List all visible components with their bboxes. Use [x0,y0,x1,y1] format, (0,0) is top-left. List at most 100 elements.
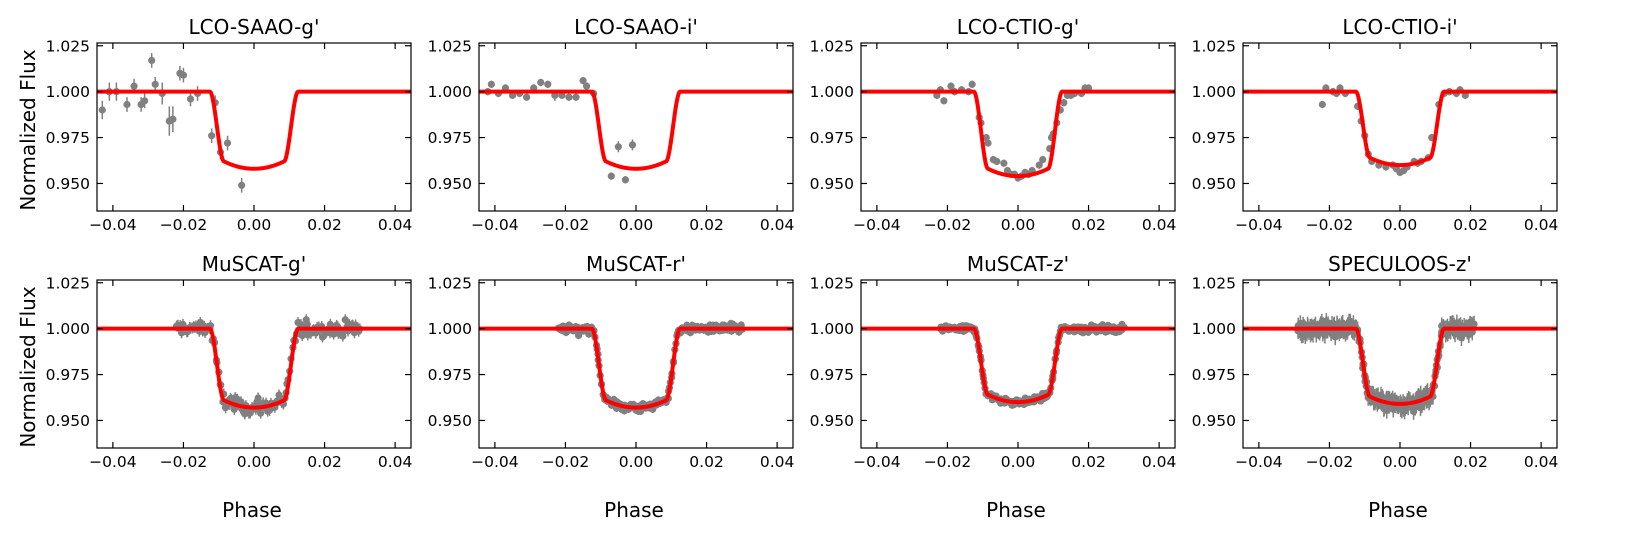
data-point [1470,320,1478,328]
data-point [984,139,992,147]
y-tick-label: 1.025 [46,37,90,55]
panel-6: MuSCAT-r' −0.04 −0.02 0.00 0.02 0.04 0.950 0.97… [428,252,795,471]
panel-title: LCO-SAAO-g' [189,15,320,39]
y-axis-label-bottom: Normalized Flux [16,286,40,448]
data-point [1035,161,1043,169]
x-tick-label: 0.00 [1383,453,1418,471]
transit-model-curve [479,89,793,171]
x-tick-label: −0.02 [1306,453,1354,471]
transit-model-curve [1243,89,1557,168]
y-tick-label: 0.975 [428,129,472,147]
x-tick-label: 0.04 [378,453,413,471]
y-tick-label: 1.000 [1192,83,1236,101]
plot-frame [96,42,412,212]
x-tick-label: 0.00 [237,216,272,234]
data-point [940,97,948,105]
x-axis-label-2: Phase [604,498,664,522]
y-tick-label: 0.975 [810,366,854,384]
data-point [123,100,131,109]
transit-model-curve [861,326,1175,405]
panel-title: LCO-CTIO-i' [1342,15,1457,39]
y-tick-label: 0.975 [428,366,472,384]
plot-frame [1242,42,1558,212]
y-tick-label: 0.950 [46,412,90,430]
panel-8: SPECULOOS-z' −0.04 −0.02 0.00 0.02 0.04 0.950 0… [1192,252,1559,471]
data-point [186,95,195,103]
x-tick-label: −0.02 [160,216,208,234]
y-tick-label: 1.025 [1192,274,1236,292]
x-axis-label-1: Phase [222,498,282,522]
panel-title: LCO-SAAO-i' [574,15,698,39]
x-tick-label: −0.02 [542,216,590,234]
y-tick-label: 0.950 [810,175,854,193]
x-tick-label: 0.04 [1142,453,1177,471]
plot-frame [860,279,1176,449]
data-point [487,80,495,88]
x-axis-label-3: Phase [986,498,1046,522]
data-point [1039,155,1047,164]
y-tick-label: 1.000 [428,320,472,338]
data-point [947,82,955,90]
x-tick-label: −0.04 [89,216,137,234]
data-point [579,77,587,85]
x-tick-label: 0.02 [689,453,724,471]
y-tick-label: 1.000 [428,83,472,101]
y-tick-label: 0.975 [1192,366,1236,384]
data-point [621,176,630,184]
panel-title: MuSCAT-g' [202,252,307,276]
data-point [572,93,580,101]
y-tick-label: 1.000 [810,320,854,338]
panel-2: LCO-SAAO-i' −0.04 −0.02 0.00 0.02 0.04 0.950 0.… [428,15,795,234]
x-tick-label: 0.00 [1001,453,1036,471]
data-point [993,157,1001,166]
y-tick-label: 1.025 [46,274,90,292]
y-tick-label: 0.975 [810,129,854,147]
data-point [982,133,990,142]
data-points [937,320,1128,409]
y-axis-label-top: Normalized Flux [16,49,40,211]
data-point [141,97,149,105]
data-point [614,143,622,151]
y-tick-label: 1.000 [1192,320,1236,338]
y-tick-label: 0.950 [810,412,854,430]
transit-model-curve [861,89,1175,179]
transit-model-curve [97,326,411,410]
y-tick-label: 1.000 [810,83,854,101]
panel-1: LCO-SAAO-g' −0.04 −0.02 0.00 0.02 0.04 0.950 0.… [46,15,413,234]
panel-title: SPECULOOS-z' [1328,252,1472,276]
data-point [238,181,246,189]
data-point [148,56,156,65]
data-point [303,320,311,328]
panel-title: MuSCAT-r' [586,252,686,276]
x-tick-label: −0.02 [924,453,972,471]
panel-4: LCO-CTIO-i' −0.04 −0.02 0.00 0.02 0.04 0.950 0.… [1192,15,1559,234]
y-tick-label: 0.950 [1192,412,1236,430]
x-tick-label: −0.02 [1306,216,1354,234]
x-tick-label: 0.04 [1524,453,1559,471]
data-points [554,319,746,416]
data-point [1318,100,1326,109]
data-point [223,139,232,147]
y-tick-label: 1.000 [46,83,90,101]
data-point [607,172,615,180]
y-tick-label: 0.975 [46,366,90,384]
y-tick-label: 1.025 [428,37,472,55]
x-tick-label: 0.02 [1071,453,1106,471]
data-point [1000,159,1008,167]
data-point [565,93,573,101]
x-tick-label: 0.04 [1142,216,1177,234]
data-point [179,71,188,79]
panel-3: LCO-CTIO-g' −0.04 −0.02 0.00 0.02 0.04 0.950 0.… [810,15,1177,234]
data-point [169,115,177,123]
x-tick-label: −0.02 [160,453,208,471]
data-point [523,93,531,101]
y-tick-label: 0.975 [46,129,90,147]
data-point [544,80,552,88]
x-tick-label: 0.00 [619,453,654,471]
x-tick-label: 0.02 [1453,453,1488,471]
panel-7: MuSCAT-z' −0.04 −0.02 0.00 0.02 0.04 0.950 0.97… [810,252,1177,471]
x-tick-label: −0.04 [853,216,901,234]
x-tick-label: 0.00 [1001,216,1036,234]
x-tick-label: 0.02 [307,216,342,234]
